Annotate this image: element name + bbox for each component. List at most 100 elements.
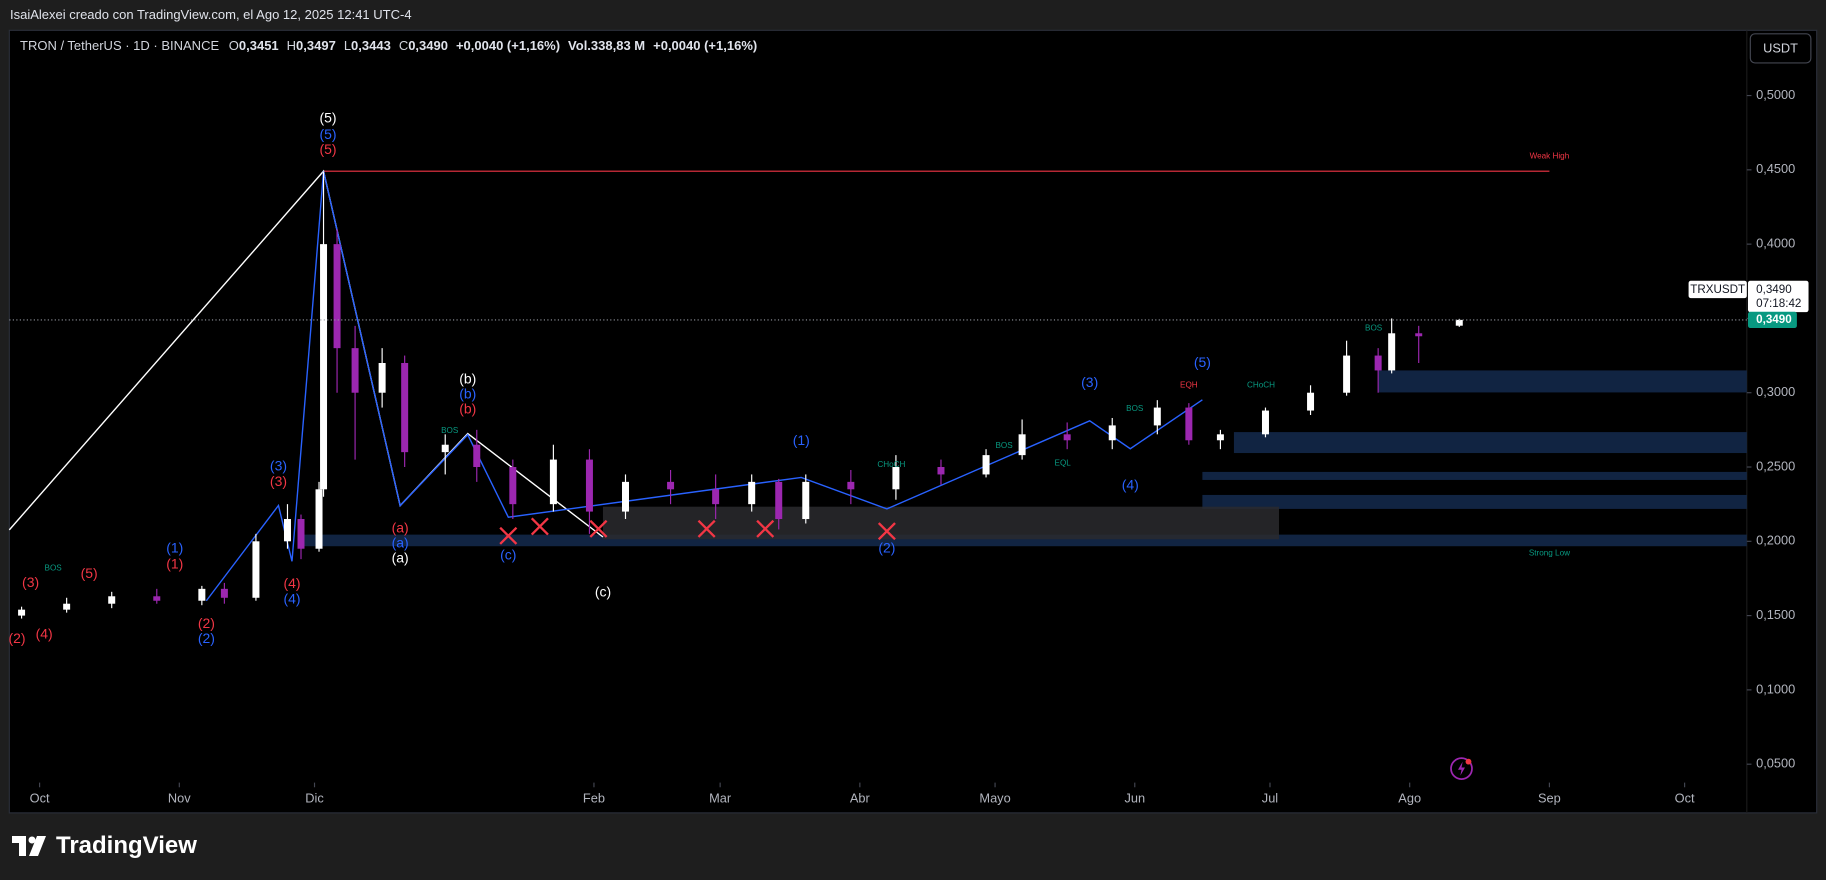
candle-body (1415, 333, 1423, 337)
candle-body (198, 588, 206, 601)
candle-body (63, 603, 71, 610)
annotation: (b) (459, 385, 476, 401)
annotation: (4) (36, 625, 53, 641)
candle-body (333, 244, 341, 349)
candle-body (1261, 410, 1269, 435)
footer: TradingView (12, 832, 197, 860)
zone (1378, 370, 1747, 393)
cross-marker (877, 522, 896, 541)
x-tick-label: Mayo (979, 790, 1010, 805)
candle-body (1108, 425, 1116, 441)
y-tick-label: 0,3000 (1756, 384, 1795, 399)
zone (301, 534, 1747, 547)
annotation: (5) (1194, 354, 1211, 370)
annotation: (4) (283, 590, 300, 606)
annotation: (3) (270, 458, 287, 474)
candle-body (1216, 434, 1224, 441)
cross-marker (530, 517, 549, 536)
annotation: (a) (392, 535, 409, 551)
y-tick-label: 0,2000 (1756, 533, 1795, 548)
candle-body (1153, 407, 1161, 426)
currency-button[interactable] (1749, 33, 1812, 64)
candle-body (1307, 392, 1315, 411)
ohlc-value: 0,3443 (351, 38, 391, 53)
candle-body (549, 459, 557, 505)
icon-dot (1465, 758, 1472, 765)
annotation: (4) (1122, 476, 1139, 492)
candle-body (1374, 355, 1382, 371)
cross-marker (499, 526, 518, 545)
annotation: (c) (500, 546, 516, 562)
current-price-label: 0,3490 (1756, 313, 1792, 326)
x-tick-label: Ago (1398, 790, 1421, 805)
annotation: EQL (1055, 459, 1072, 468)
candle-body (297, 519, 305, 549)
candle-body (1185, 407, 1193, 441)
current-price-tag (1747, 311, 1797, 329)
y-tick-label: 0,5000 (1756, 87, 1795, 102)
x-tick-label: Jun (1124, 790, 1145, 805)
price-tag-label: 0,3490 (1756, 283, 1792, 296)
candle-body (982, 455, 990, 475)
annotation: BOS (441, 426, 459, 435)
candle-body (1063, 434, 1071, 441)
change: +0,0040 (+1,16%) (455, 38, 561, 53)
ohlc-value: 0,3451 (238, 38, 279, 53)
annotation: (3) (1081, 374, 1098, 390)
zone (1202, 471, 1747, 480)
candle-body (712, 489, 720, 505)
x-tick-label: Abr (850, 790, 871, 805)
x-tick-label: Oct (1675, 790, 1695, 805)
wave-line (205, 171, 1203, 602)
x-tick-label: Feb (583, 790, 605, 805)
candle-body (473, 444, 481, 468)
chart-panel (8, 29, 1818, 814)
annotation: (2) (198, 630, 215, 646)
annotation: (1) (166, 555, 183, 571)
annotation: (4) (283, 575, 300, 591)
annotation: (5) (320, 141, 337, 157)
volume-change: +0,0040 (+1,16%) (653, 38, 758, 53)
brand-name: TradingView (56, 832, 197, 859)
annotation: (1) (166, 539, 183, 555)
candle-body (108, 596, 116, 604)
annotation: CHoCH (1247, 381, 1275, 390)
annotation: (2) (878, 539, 895, 555)
annotation: BOS (995, 441, 1013, 450)
x-tick-label: Oct (30, 790, 50, 805)
candle-body (1343, 355, 1351, 393)
candle-body (378, 362, 386, 393)
annotation: (5) (81, 565, 98, 581)
currency-button-label[interactable]: USDT (1763, 40, 1798, 55)
brand-logo (12, 836, 46, 856)
candle-body (775, 481, 783, 520)
cross-marker (756, 519, 775, 538)
ohlc-value: 0,3497 (296, 38, 336, 53)
y-tick-label: 0,4500 (1756, 161, 1795, 176)
x-tick-label: Jul (1262, 790, 1278, 805)
annotation: BOS (1365, 324, 1383, 333)
candle-body (509, 467, 517, 505)
annotation: (b) (459, 370, 476, 386)
candle-body (937, 467, 945, 475)
x-tick-label: Mar (709, 790, 732, 805)
annotation: BOS (1126, 404, 1144, 413)
candle-body (18, 609, 26, 616)
y-tick-label: 0,1500 (1756, 607, 1795, 622)
annotation: (2) (9, 630, 26, 646)
y-tick-label: 0,1000 (1756, 681, 1795, 696)
annotation: CHoCH (877, 460, 905, 469)
flash-icon[interactable] (1450, 757, 1473, 780)
candle-body (283, 519, 291, 542)
cross-marker (697, 519, 716, 538)
annotation: (5) (320, 126, 337, 142)
zone (1202, 494, 1747, 509)
cross-marker (589, 519, 608, 538)
annotation: EQH (1180, 381, 1198, 390)
candle-body (667, 481, 675, 490)
zone (602, 506, 1279, 540)
ohlc-key: O (228, 38, 239, 53)
zone (1233, 432, 1747, 454)
candle-body (1388, 333, 1396, 371)
candle-body (847, 481, 855, 490)
